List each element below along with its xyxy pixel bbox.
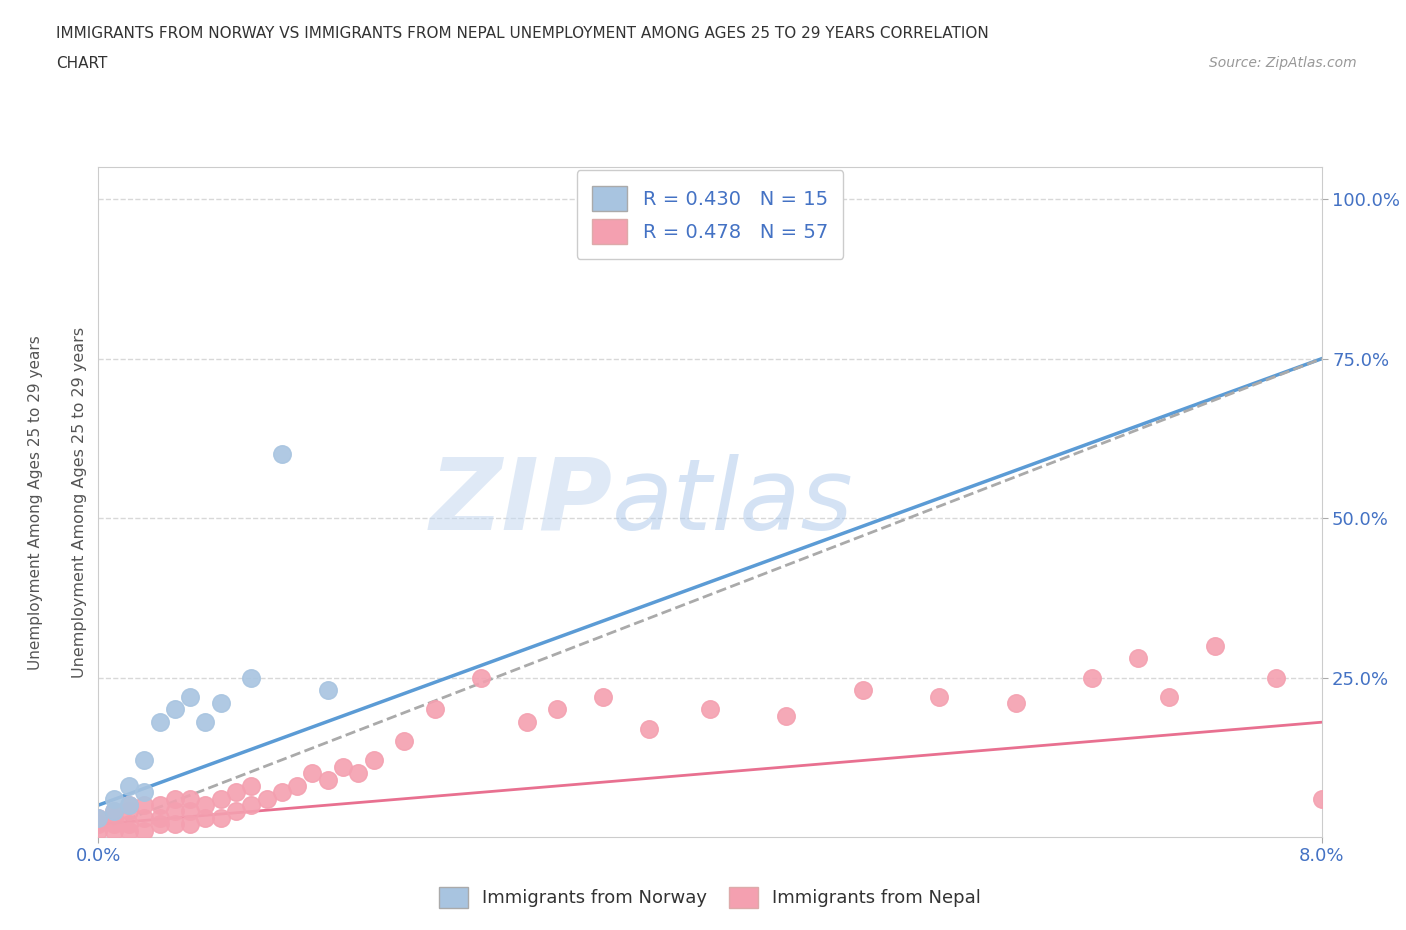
Point [194, 715, 217, 730]
Point [470, 671, 492, 685]
Text: Unemployment Among Ages 25 to 29 years: Unemployment Among Ages 25 to 29 years [28, 335, 42, 670]
Point [194, 810, 217, 825]
Point [270, 785, 294, 800]
Point [209, 810, 232, 825]
Point [316, 772, 339, 787]
Point [316, 683, 339, 698]
Point [103, 810, 125, 825]
Point [516, 715, 538, 730]
Point [163, 702, 186, 717]
Point [775, 709, 797, 724]
Point [363, 753, 385, 768]
Point [1081, 671, 1104, 685]
Point [87, 810, 110, 825]
Point [134, 810, 156, 825]
Point [332, 760, 354, 775]
Point [134, 823, 156, 838]
Point [118, 823, 141, 838]
Point [179, 791, 201, 806]
Point [592, 689, 614, 704]
Point [637, 721, 661, 736]
Point [118, 778, 141, 793]
Point [179, 689, 201, 704]
Text: IMMIGRANTS FROM NORWAY VS IMMIGRANTS FROM NEPAL UNEMPLOYMENT AMONG AGES 25 TO 29: IMMIGRANTS FROM NORWAY VS IMMIGRANTS FRO… [56, 26, 988, 41]
Point [209, 791, 232, 806]
Text: atlas: atlas [612, 454, 853, 551]
Point [149, 798, 172, 813]
Point [301, 765, 323, 780]
Point [103, 791, 125, 806]
Point [270, 447, 294, 462]
Point [179, 817, 201, 831]
Point [118, 798, 141, 813]
Point [928, 689, 950, 704]
Point [103, 804, 125, 819]
Point [194, 798, 217, 813]
Point [240, 671, 263, 685]
Point [1310, 791, 1333, 806]
Point [149, 715, 172, 730]
Y-axis label: Unemployment Among Ages 25 to 29 years: Unemployment Among Ages 25 to 29 years [72, 326, 87, 678]
Point [118, 804, 141, 819]
Point [1004, 696, 1026, 711]
Point [347, 765, 370, 780]
Point [209, 696, 232, 711]
Point [149, 817, 172, 831]
Point [1264, 671, 1286, 685]
Point [240, 778, 263, 793]
Point [225, 804, 247, 819]
Point [423, 702, 446, 717]
Text: CHART: CHART [56, 56, 108, 71]
Text: Source: ZipAtlas.com: Source: ZipAtlas.com [1209, 56, 1357, 70]
Point [285, 778, 308, 793]
Point [134, 785, 156, 800]
Legend: Immigrants from Norway, Immigrants from Nepal: Immigrants from Norway, Immigrants from … [432, 880, 988, 915]
Point [163, 817, 186, 831]
Point [118, 798, 141, 813]
Point [87, 817, 110, 831]
Point [134, 753, 156, 768]
Point [699, 702, 721, 717]
Point [546, 702, 568, 717]
Point [1157, 689, 1180, 704]
Text: ZIP: ZIP [429, 454, 612, 551]
Point [149, 810, 172, 825]
Point [1204, 638, 1226, 653]
Point [256, 791, 278, 806]
Point [1128, 651, 1150, 666]
Point [225, 785, 247, 800]
Point [87, 823, 110, 838]
Point [87, 810, 110, 825]
Point [240, 798, 263, 813]
Point [163, 791, 186, 806]
Point [852, 683, 875, 698]
Point [179, 804, 201, 819]
Point [103, 804, 125, 819]
Point [134, 798, 156, 813]
Point [392, 734, 416, 749]
Point [118, 817, 141, 831]
Point [103, 817, 125, 831]
Point [163, 804, 186, 819]
Point [103, 823, 125, 838]
